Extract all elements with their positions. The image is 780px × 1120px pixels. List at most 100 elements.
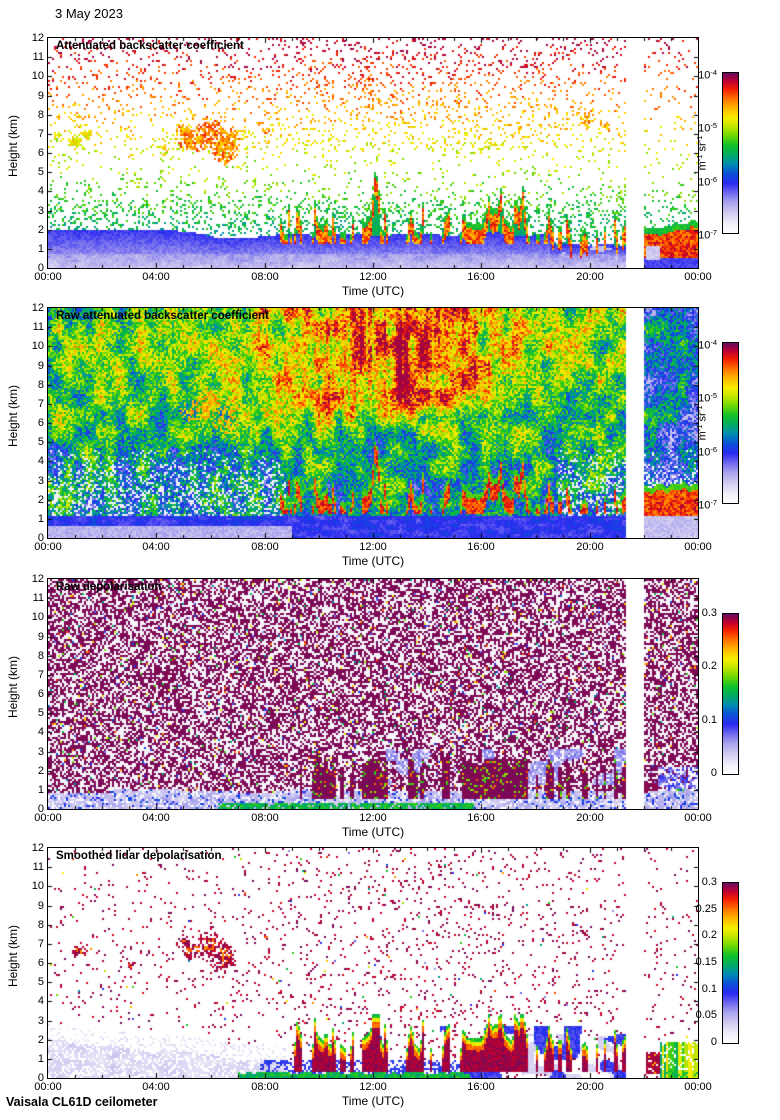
y-tick-label: 4 bbox=[37, 995, 44, 1007]
y-tick-label: 5 bbox=[37, 707, 44, 719]
x-tick-label: 16:00 bbox=[467, 271, 495, 283]
y-tick-label: 0 bbox=[37, 803, 44, 815]
colorbar-gradient bbox=[723, 73, 738, 233]
x-tick-label: 16:00 bbox=[467, 1081, 495, 1093]
y-tick-label: 8 bbox=[37, 650, 44, 662]
colorbar-tick-label: 0.3 bbox=[701, 876, 717, 888]
y-tick-label: 0 bbox=[37, 532, 44, 544]
plot-area: Raw attenuated backscatter coefficient bbox=[47, 307, 699, 539]
x-tick-label: 00:00 bbox=[684, 812, 712, 824]
y-tick-label: 7 bbox=[37, 669, 44, 681]
y-tick-label: 7 bbox=[37, 398, 44, 410]
y-tick-label: 11 bbox=[32, 321, 44, 333]
x-tick-label: 20:00 bbox=[576, 1081, 604, 1093]
y-tick-label: 9 bbox=[37, 360, 44, 372]
y-tick-label: 6 bbox=[37, 417, 44, 429]
colorbar bbox=[722, 72, 739, 234]
y-tick-label: 9 bbox=[37, 90, 44, 102]
x-tick-label: 00:00 bbox=[34, 271, 62, 283]
colorbar-tick-label: 0.05 bbox=[695, 1009, 717, 1021]
x-tick-label: 00:00 bbox=[34, 1081, 62, 1093]
x-tick-label: 12:00 bbox=[359, 812, 387, 824]
colorbar-tick-label: 10-7 bbox=[698, 498, 717, 512]
y-tick-label: 5 bbox=[37, 976, 44, 988]
y-tick-label: 2 bbox=[37, 224, 44, 236]
x-tick-label: 16:00 bbox=[467, 812, 495, 824]
y-tick-label: 8 bbox=[37, 379, 44, 391]
heatmap-canvas bbox=[48, 848, 698, 1078]
plot-area: Raw depolarisation bbox=[47, 578, 699, 810]
y-tick-label: 0 bbox=[37, 1072, 44, 1084]
colorbar-tick-label: 10-6 bbox=[698, 175, 717, 189]
y-tick-label: 2 bbox=[37, 765, 44, 777]
colorbar-tick-label: 10-7 bbox=[698, 228, 717, 242]
x-axis-label: Time (UTC) bbox=[341, 1094, 405, 1108]
x-tick-label: 08:00 bbox=[251, 812, 279, 824]
x-tick-label: 00:00 bbox=[684, 271, 712, 283]
y-tick-label: 7 bbox=[37, 128, 44, 140]
y-tick-label: 8 bbox=[37, 919, 44, 931]
panel-title: Attenuated backscatter coefficient bbox=[56, 40, 244, 52]
y-tick-label: 12 bbox=[31, 32, 44, 44]
y-tick-label: 4 bbox=[37, 185, 44, 197]
colorbar-gradient bbox=[723, 614, 738, 774]
y-tick-label: 0 bbox=[37, 262, 44, 274]
y-tick-label: 10 bbox=[31, 880, 44, 892]
y-tick-label: 11 bbox=[32, 592, 44, 604]
y-tick-label: 11 bbox=[32, 51, 44, 63]
y-tick-label: 4 bbox=[37, 455, 44, 467]
x-axis-label: Time (UTC) bbox=[341, 825, 405, 839]
plot-area: Smoothed lidar depolarisation bbox=[47, 847, 699, 1079]
colorbar-tick-label: 0 bbox=[710, 1036, 717, 1048]
colorbar-tick-label: 0.25 bbox=[695, 903, 717, 915]
y-tick-label: 7 bbox=[37, 938, 44, 950]
y-tick-label: 3 bbox=[37, 475, 44, 487]
colorbar-tick-label: 0.2 bbox=[701, 660, 717, 672]
x-tick-label: 04:00 bbox=[142, 271, 170, 283]
x-axis-label: Time (UTC) bbox=[341, 554, 405, 568]
figure-date: 3 May 2023 bbox=[55, 6, 123, 21]
x-tick-label: 00:00 bbox=[684, 541, 712, 553]
panel-raw-depolarisation: Height (km) 0 1 2 3 4 5 6 7 8 9 10 11 12 Raw depolaris… bbox=[0, 573, 780, 850]
y-tick-label: 9 bbox=[37, 631, 44, 643]
y-tick-label: 5 bbox=[37, 166, 44, 178]
y-tick-label: 12 bbox=[31, 573, 44, 585]
x-tick-label: 00:00 bbox=[34, 812, 62, 824]
plot-area: Attenuated backscatter coefficient bbox=[47, 37, 699, 269]
x-tick-label: 04:00 bbox=[142, 812, 170, 824]
y-tick-label: 3 bbox=[37, 746, 44, 758]
x-tick-label: 08:00 bbox=[251, 541, 279, 553]
panel-title: Raw depolarisation bbox=[56, 581, 162, 593]
y-tick-label: 8 bbox=[37, 109, 44, 121]
colorbar-unit-label: m-1 sr-1 bbox=[695, 135, 709, 171]
colorbar-tick-label: 0.2 bbox=[701, 929, 717, 941]
x-tick-label: 12:00 bbox=[359, 1081, 387, 1093]
y-tick-label: 2 bbox=[37, 1034, 44, 1046]
panel-title: Smoothed lidar depolarisation bbox=[56, 850, 222, 862]
x-tick-label: 00:00 bbox=[34, 541, 62, 553]
colorbar-tick-label: 0.1 bbox=[701, 714, 717, 726]
colorbar bbox=[722, 613, 739, 775]
y-tick-label: 10 bbox=[31, 611, 44, 623]
y-tick-label: 12 bbox=[31, 842, 44, 854]
y-tick-label: 2 bbox=[37, 494, 44, 506]
colorbar-tick-label: 0.1 bbox=[701, 983, 717, 995]
figure-footer: Vaisala CL61D ceilometer bbox=[6, 1095, 158, 1109]
x-tick-label: 08:00 bbox=[251, 1081, 279, 1093]
y-tick-label: 12 bbox=[31, 302, 44, 314]
colorbar-tick-label: 10-4 bbox=[698, 338, 717, 352]
y-tick-label: 6 bbox=[37, 957, 44, 969]
y-tick-label: 11 bbox=[32, 861, 44, 873]
x-axis-label: Time (UTC) bbox=[341, 284, 405, 298]
y-tick-label: 1 bbox=[37, 1053, 44, 1065]
colorbar-tick-label: 10-5 bbox=[698, 391, 717, 405]
y-tick-label: 9 bbox=[37, 900, 44, 912]
x-tick-label: 12:00 bbox=[359, 541, 387, 553]
y-tick-label: 1 bbox=[37, 243, 44, 255]
y-tick-label: 3 bbox=[37, 205, 44, 217]
heatmap-canvas bbox=[48, 308, 698, 538]
y-tick-label: 6 bbox=[37, 147, 44, 159]
x-tick-label: 00:00 bbox=[684, 1081, 712, 1093]
y-tick-label: 5 bbox=[37, 436, 44, 448]
